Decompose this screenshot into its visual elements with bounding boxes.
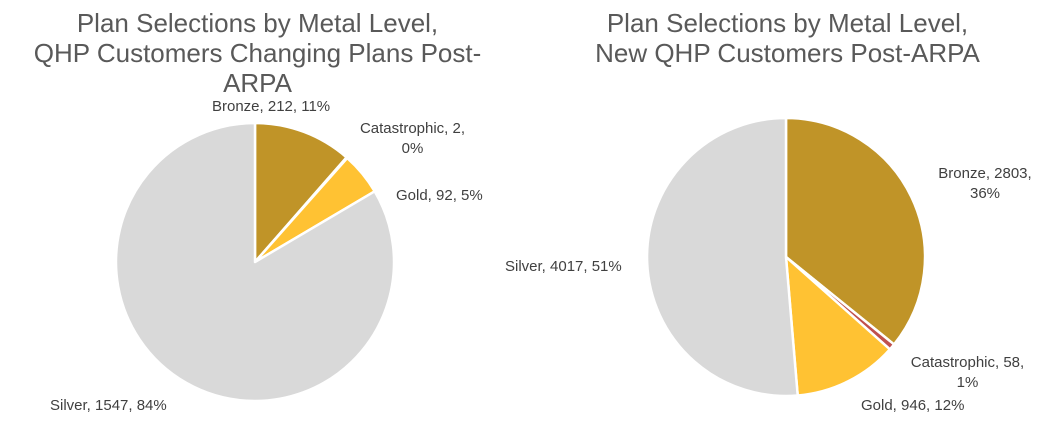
gold-slice <box>784 255 892 397</box>
data-label-bronze: Bronze, 212, 11% <box>212 98 331 115</box>
data-label-silver: Silver, 1547, 84% <box>50 397 167 414</box>
pie-changing-plans <box>114 121 396 403</box>
bronze-slice <box>784 116 927 346</box>
data-label-bronze: Bronze, 2803, 36% <box>938 165 1032 202</box>
data-label-catastrophic: Catastrophic, 58, 1% <box>910 354 1025 391</box>
data-label-silver: Silver, 4017, 51% <box>505 258 622 275</box>
data-label-gold: Gold, 92, 5% <box>396 187 483 204</box>
data-label-catastrophic: Catastrophic, 2, 0% <box>359 120 466 157</box>
chart-title-changing-plans: Plan Selections by Metal Level, QHP Cust… <box>33 8 482 98</box>
silver-slice <box>114 121 396 403</box>
silver-slice <box>645 116 799 398</box>
bronze-slice <box>253 121 348 264</box>
chart-title-new-customers: Plan Selections by Metal Level, New QHP … <box>595 8 980 68</box>
data-label-gold: Gold, 946, 12% <box>861 397 965 414</box>
pie-new-customers <box>645 116 927 398</box>
